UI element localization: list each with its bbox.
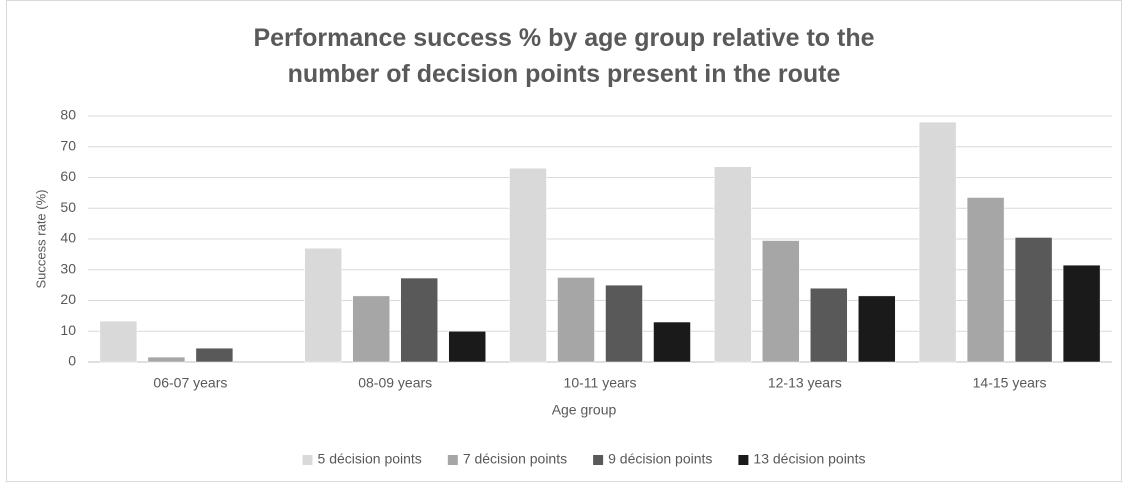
y-tick-label: 30: [60, 260, 76, 276]
x-tick-label: 10-11 years: [564, 375, 637, 391]
y-tick-label: 60: [60, 168, 76, 184]
legend-label: 7 décision points: [463, 451, 567, 467]
bar: [1014, 237, 1053, 363]
legend-swatch: [447, 455, 458, 465]
bar: [810, 287, 848, 363]
bar: [1062, 264, 1101, 363]
x-tick-label: 08-09 years: [358, 375, 432, 391]
chart-title: Performance success % by age group relat…: [253, 24, 875, 88]
y-tick-label: 50: [60, 199, 76, 215]
x-tick-label: 12-13 years: [768, 375, 842, 391]
bar: [714, 166, 752, 363]
bar: [653, 321, 691, 363]
bar: [509, 168, 547, 363]
y-tick-label: 10: [60, 322, 76, 338]
bar: [352, 295, 390, 363]
bar: [966, 197, 1005, 363]
bar: [557, 277, 595, 363]
x-tick-label: 14-15 years: [973, 375, 1047, 391]
y-tick-label: 80: [60, 107, 76, 123]
y-tick-label: 40: [60, 230, 76, 246]
legend-label: 9 décision points: [608, 451, 712, 467]
bar: [858, 295, 896, 363]
bar: [99, 320, 138, 363]
legend-label: 13 décision points: [753, 451, 865, 467]
y-axis-label: Success rate (%): [33, 190, 48, 289]
x-axis-label: Age group: [552, 402, 617, 418]
bar: [195, 347, 234, 363]
legend-label: 5 décision points: [318, 451, 422, 467]
bar: [605, 284, 643, 363]
y-tick-label: 20: [60, 291, 76, 307]
legend-swatch: [302, 455, 313, 465]
bar: [918, 121, 957, 363]
y-tick-label: 70: [60, 137, 76, 153]
y-tick-label: 0: [68, 353, 76, 369]
bar: [304, 247, 342, 363]
bar: [400, 277, 438, 363]
bar: [762, 240, 800, 363]
bar: [448, 331, 486, 363]
legend-swatch: [738, 455, 749, 465]
legend-swatch: [593, 455, 604, 465]
x-tick-label: 06-07 years: [153, 375, 227, 391]
bar: [147, 356, 186, 363]
